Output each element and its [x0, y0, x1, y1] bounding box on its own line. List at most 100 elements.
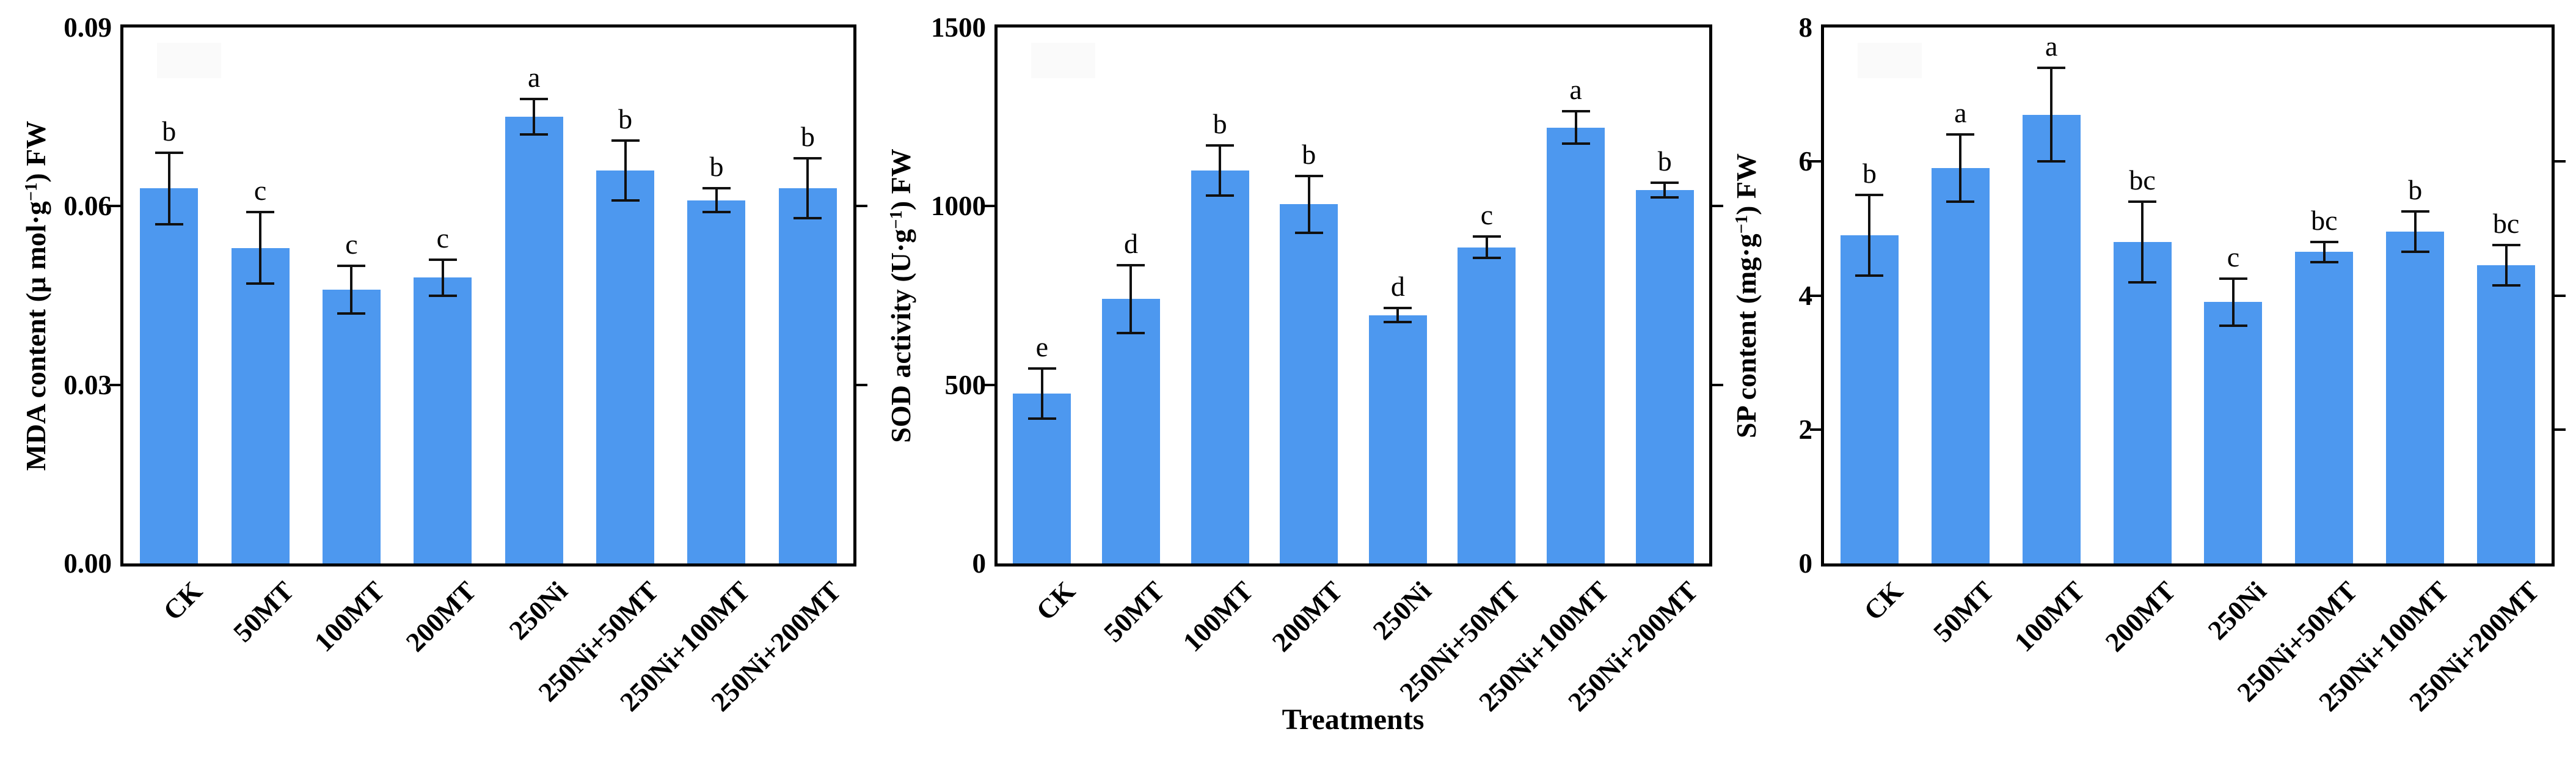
bar	[1931, 168, 1990, 563]
error-bar	[259, 212, 262, 284]
watermark-artifact	[1858, 43, 1922, 78]
error-bar	[1129, 265, 1133, 333]
error-bar-cap-top	[2401, 210, 2429, 213]
error-bar	[2414, 211, 2417, 252]
significance-letter: e	[1035, 331, 1049, 363]
error-bar-cap-bottom	[1855, 274, 1884, 277]
y-tick-label: 1000	[931, 191, 986, 222]
error-bar	[1307, 175, 1310, 233]
significance-letter: bc	[2311, 204, 2338, 236]
error-bar-cap-top	[1027, 367, 1056, 370]
significance-letter: c	[254, 175, 267, 207]
bar	[1547, 127, 1605, 563]
y-axis-label: SOD activity (U·g−1) FW	[885, 148, 916, 443]
error-bar	[1574, 111, 1577, 144]
error-bar-cap-bottom	[702, 211, 731, 214]
plot-area: b a a bc c bc b bc	[1821, 24, 2555, 566]
bar	[596, 170, 655, 563]
y-tick-label: 8	[1798, 12, 1813, 43]
x-tick-label: 50MT	[227, 575, 300, 648]
y-tick-label: 500	[944, 369, 987, 400]
x-tick-label: 200MT	[400, 575, 482, 658]
error-bar-cap-bottom	[1027, 417, 1056, 420]
error-bar	[1485, 237, 1488, 258]
error-bar	[1040, 369, 1043, 419]
y-tick-label: 0.03	[64, 369, 112, 400]
error-bar-cap-top	[1384, 306, 1412, 309]
error-bar-cap-top	[2310, 240, 2338, 243]
error-bar-cap-top	[1117, 263, 1145, 266]
error-bar-cap-bottom	[1206, 194, 1235, 197]
error-bar-cap-top	[2492, 244, 2520, 247]
error-bar	[350, 265, 353, 314]
error-bar-cap-top	[2037, 66, 2066, 69]
y-tick-mark	[1810, 428, 1821, 431]
error-bar-cap-top	[2219, 277, 2247, 280]
x-tick-label: 100MT	[1177, 575, 1260, 658]
bar	[1840, 235, 1899, 563]
bar	[1280, 204, 1338, 563]
significance-letter: c	[436, 222, 450, 254]
x-tick-label: 50MT	[1927, 575, 2000, 648]
y-tick-mark-right	[856, 383, 867, 386]
error-bar-cap-bottom	[2492, 284, 2520, 287]
y-tick-mark-right	[2555, 294, 2566, 297]
y-tick-mark	[109, 205, 120, 208]
error-bar	[533, 98, 536, 135]
error-bar	[1959, 134, 1962, 202]
error-bar-cap-bottom	[794, 216, 822, 219]
x-tick-label: CK	[1858, 575, 1909, 626]
error-bar	[1219, 145, 1222, 196]
plot-inner: b c c c a b b b	[123, 28, 853, 563]
significance-letter: d	[1390, 270, 1405, 302]
significance-letter: a	[2045, 30, 2058, 62]
y-tick-mark	[1810, 294, 1821, 297]
bar	[1635, 190, 1694, 563]
error-bar-cap-top	[337, 264, 366, 267]
bar	[1458, 247, 1516, 563]
x-tick-label: 100MT	[308, 575, 391, 658]
bar	[2204, 302, 2263, 563]
error-bar	[167, 152, 170, 224]
significance-letter: bc	[2492, 208, 2520, 240]
error-bar-cap-bottom	[2310, 260, 2338, 263]
x-tick-label: 200MT	[2099, 575, 2182, 658]
error-bar-cap-top	[1472, 235, 1501, 238]
x-tick-label: CK	[1030, 575, 1081, 626]
significance-letter: b	[1213, 108, 1227, 139]
bar	[2477, 265, 2536, 563]
significance-letter: b	[709, 151, 724, 183]
bar	[322, 289, 381, 563]
error-bar-cap-bottom	[2037, 160, 2066, 163]
error-bar	[624, 141, 627, 200]
error-bar-cap-bottom	[428, 294, 457, 297]
bar	[1013, 394, 1071, 563]
error-bar-cap-bottom	[611, 199, 640, 202]
y-tick-label: 0	[972, 548, 987, 579]
x-tick-label: 50MT	[1098, 575, 1170, 648]
y-tick-mark	[1810, 160, 1821, 163]
error-bar-cap-top	[520, 97, 549, 100]
watermark-artifact	[1031, 43, 1095, 78]
bar	[505, 117, 563, 563]
error-bar-cap-top	[428, 258, 457, 262]
significance-letter: bc	[2129, 164, 2156, 196]
significance-letter: c	[1480, 199, 1494, 231]
error-bar	[2231, 279, 2235, 326]
plot-area: b c c c a b b b	[120, 24, 856, 566]
x-tick-label: CK	[157, 575, 208, 626]
error-bar-cap-bottom	[2219, 324, 2247, 327]
y-tick-label: 0.06	[64, 191, 112, 222]
bar	[1101, 299, 1160, 563]
plot-inner: e d b b d c a b	[998, 28, 1709, 563]
error-bar	[715, 188, 718, 213]
error-bar-cap-bottom	[1117, 331, 1145, 334]
significance-letter: b	[162, 115, 177, 147]
x-axis-title: Treatments	[1282, 703, 1425, 736]
error-bar-cap-bottom	[1384, 321, 1412, 324]
y-tick-mark	[109, 383, 120, 386]
y-tick-label: 2	[1798, 414, 1813, 445]
error-bar-cap-bottom	[520, 133, 549, 136]
error-bar-cap-top	[702, 187, 731, 190]
